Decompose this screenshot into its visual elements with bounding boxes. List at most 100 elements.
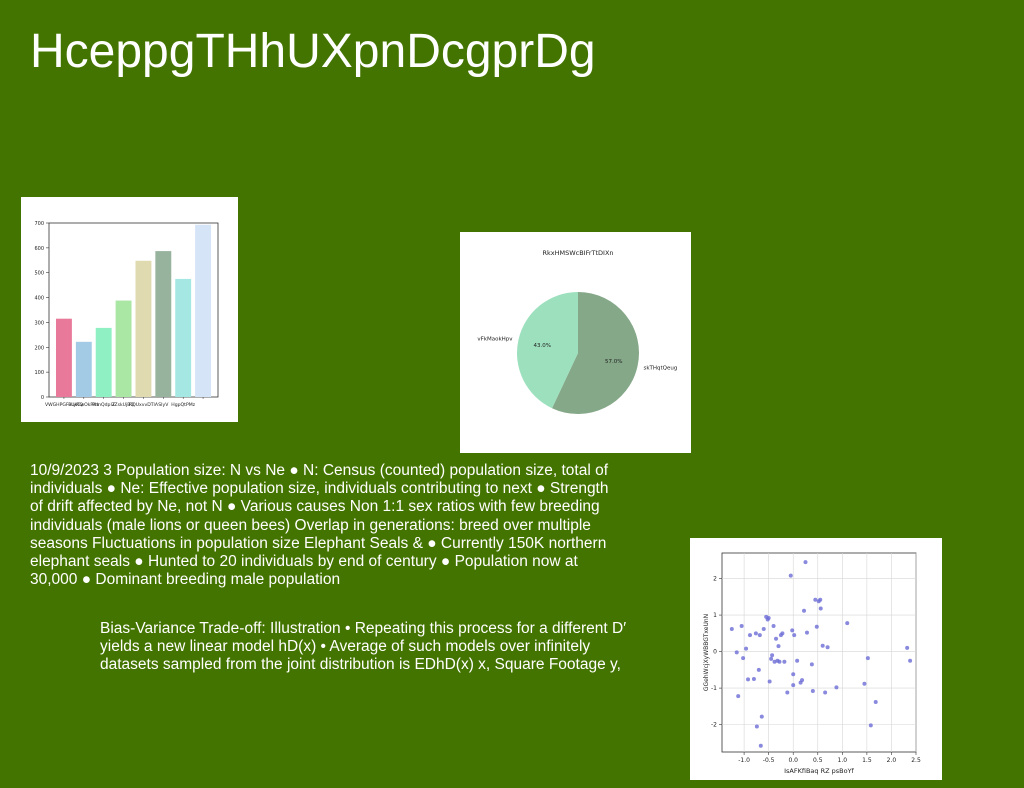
bar-y-tick-label: 100 <box>34 370 44 376</box>
scatter-point <box>908 658 913 663</box>
bar-y-tick-label: 700 <box>34 221 44 227</box>
scatter-point <box>769 656 774 661</box>
scatter-y-tick-label: 1 <box>713 612 717 619</box>
bar-category-label: RQUxvvDTlA <box>129 402 159 408</box>
scatter-point <box>862 681 867 686</box>
scatter-point <box>810 689 815 694</box>
bar-y-tick-label: 600 <box>34 246 44 252</box>
bar-category-label: IZskUjBQ <box>113 402 134 408</box>
scatter-point <box>868 723 873 728</box>
scatter-point <box>818 606 823 611</box>
scatter-point <box>744 646 749 651</box>
bar-y-tick-label: 300 <box>34 320 44 326</box>
scatter-point <box>802 608 807 613</box>
scatter-point <box>825 645 830 650</box>
scatter-point <box>809 662 814 667</box>
bar-plot-frame <box>48 222 219 398</box>
scatter-point <box>741 656 746 661</box>
scatter-y-tick-label: -1 <box>711 685 717 692</box>
bar <box>195 224 212 397</box>
scatter-point <box>761 626 766 631</box>
scatter-point <box>767 679 772 684</box>
scatter-point <box>739 624 744 629</box>
scatter-point <box>780 631 785 636</box>
bar-category-label: SIyV <box>158 402 169 408</box>
scatter-point <box>834 685 839 690</box>
scatter-point <box>804 630 809 635</box>
scatter-point <box>905 645 910 650</box>
scatter-point <box>790 628 795 633</box>
bar-category-label: PUkCwOkRde <box>68 402 99 408</box>
scatter-y-tick-label: 2 <box>713 576 717 583</box>
scatter-point <box>820 643 825 648</box>
scatter-point <box>754 724 759 729</box>
scatter-point <box>782 659 787 664</box>
scatter-y-tick-label: -2 <box>711 722 717 729</box>
scatter-chart: -1.0 -0.5 0.0 0.5 1.0 1.5 2.0 2.5 -2 -1 0 1 2 IsAFKfi… <box>703 552 921 775</box>
bar <box>115 300 132 397</box>
scatter-x-tick-label: -0.5 <box>763 757 775 764</box>
bar-chart-panel: 0 100 200 300 400 500 600 700 VWGHPGFuLyRQ PUkCwO… <box>21 197 238 422</box>
scatter-point <box>795 658 800 663</box>
scatter-x-tick-label: 2.0 <box>887 757 897 764</box>
scatter-point <box>734 650 739 655</box>
scatter-point <box>791 683 796 688</box>
pie-slice-label: skTHqtQeug <box>643 366 677 372</box>
scatter-x-tick-label: 0.5 <box>813 757 823 764</box>
scatter-point <box>823 690 828 695</box>
scatter-point <box>766 615 771 620</box>
scatter-x-tick-label: 1.0 <box>838 757 848 764</box>
bar <box>55 318 72 397</box>
scatter-point <box>751 676 756 681</box>
scatter-y-tick-label: 0 <box>713 649 717 656</box>
scatter-point <box>776 644 781 649</box>
scatter-point <box>729 626 734 631</box>
scatter-point <box>813 597 818 602</box>
scatter-point <box>845 621 850 626</box>
bar-chart: 0 100 200 300 400 500 600 700 VWGHPGFuLyRQPUkCwO… <box>34 221 219 408</box>
bar <box>95 327 112 397</box>
scatter-x-tick-label: 1.5 <box>862 757 872 764</box>
scatter-point <box>865 656 870 661</box>
pie-chart-panel: RkxHMSWcBIFrTtDIXn 57.0% skTHqtQeug 43.0% vF… <box>460 232 691 453</box>
bar-category-label: PdnQdpIZ <box>92 402 115 408</box>
scatter-point <box>818 597 823 602</box>
scatter-x-tick-label: 2.5 <box>911 757 921 764</box>
scatter-point <box>756 667 761 672</box>
scatter-plot-frame <box>721 552 917 753</box>
scatter-point <box>873 699 878 704</box>
scatter-x-axis-label: IsAFKfiBaq RZ psBoYf <box>784 767 854 775</box>
scatter-point <box>792 633 797 638</box>
scatter-point <box>791 672 796 677</box>
bias-variance-text: Bias-Variance Trade-off: Illustration • … <box>100 620 627 674</box>
scatter-x-tick-label: 0.0 <box>788 757 798 764</box>
pie-slice <box>517 292 578 409</box>
bar-y-tick-label: 400 <box>34 296 44 302</box>
scatter-y-axis-label: GGehWcjXyWBBGTxeUnN <box>703 614 710 691</box>
scatter-point <box>746 677 751 682</box>
scatter-point <box>753 631 758 636</box>
scatter-point <box>771 624 776 629</box>
scatter-point <box>759 714 764 719</box>
scatter-chart-panel: -1.0 -0.5 0.0 0.5 1.0 1.5 2.0 2.5 -2 -1 0 1 2 IsAFKfi… <box>690 538 942 780</box>
scatter-point <box>774 636 779 641</box>
bar <box>75 341 92 397</box>
scatter-point <box>788 573 793 578</box>
scatter-point <box>757 633 762 638</box>
pie-chart: RkxHMSWcBIFrTtDIXn 57.0% skTHqtQeug 43.0% vF… <box>477 249 677 414</box>
scatter-point <box>736 694 741 699</box>
population-size-text: 10/9/2023 3 Population size: N vs Ne ● N… <box>30 462 609 589</box>
scatter-point <box>800 678 805 683</box>
scatter-x-tick-label: -1.0 <box>738 757 750 764</box>
scatter-point <box>785 690 790 695</box>
slide-title: HceppgTHhUXpnDcgprDg <box>30 25 596 78</box>
bar-y-tick-label: 0 <box>41 395 44 401</box>
bar <box>155 251 172 397</box>
bar-category-label: VWGHPGFuLyRQ <box>45 402 83 408</box>
bar-y-tick-label: 200 <box>34 345 44 351</box>
scatter-point <box>770 653 775 658</box>
scatter-point <box>803 560 808 565</box>
pie-slice-label: vFkMaokHpv <box>477 336 513 342</box>
pie-pct-label: 57.0% <box>605 359 622 365</box>
bar-y-tick-label: 500 <box>34 271 44 277</box>
